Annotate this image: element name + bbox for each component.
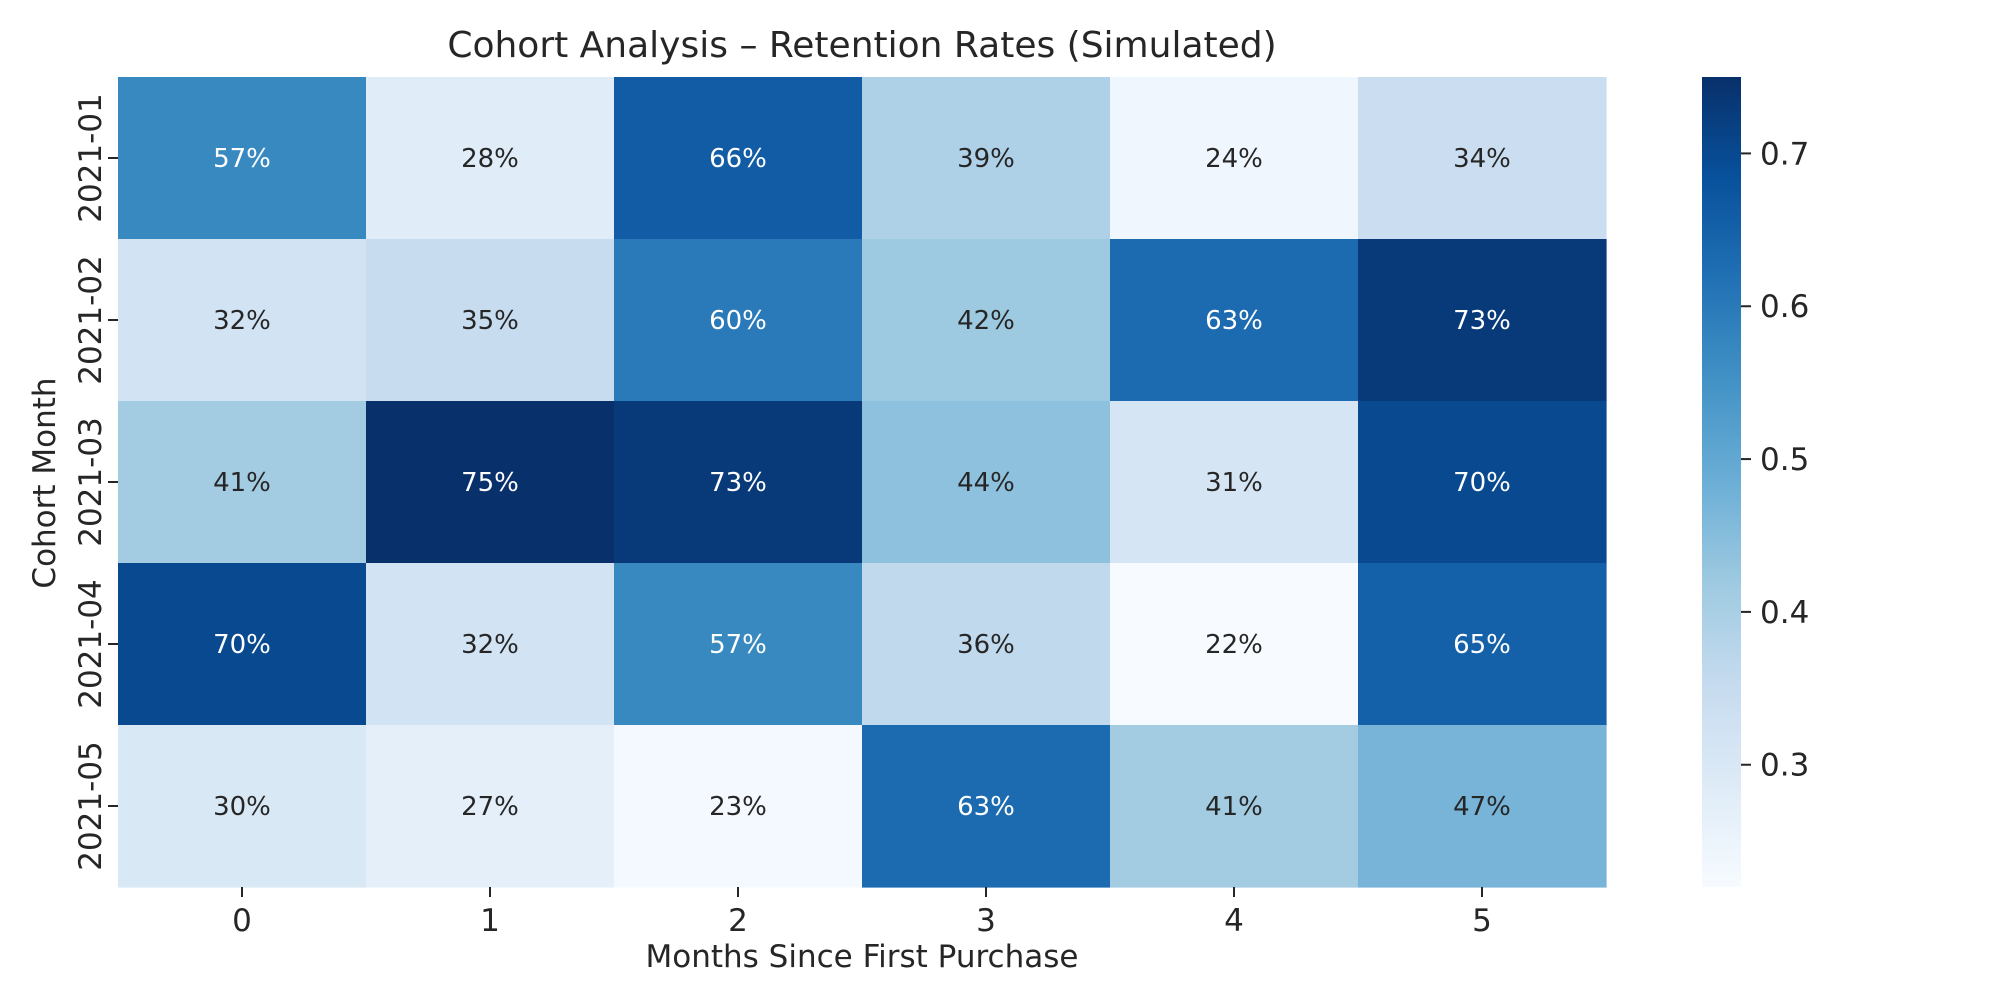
heatmap-cell-r0-c5: [1358, 77, 1607, 240]
heatmap-cell-r2-c3: [862, 401, 1111, 564]
heatmap-cell-r0-c0: [118, 77, 367, 240]
cell-annotation-r2-c1: 75%: [461, 468, 519, 498]
heatmap-cell-r0-c3: [862, 77, 1111, 240]
cell-annotation-r0-c5: 34%: [1453, 144, 1511, 174]
cell-annotation-r2-c0: 41%: [213, 468, 271, 498]
heatmap-cell-r0-c4: [1110, 77, 1359, 240]
cell-annotation-r0-c1: 28%: [461, 144, 519, 174]
cell-annotation-r1-c0: 32%: [213, 306, 271, 336]
x-tick-label-3: 3: [976, 903, 996, 939]
heatmap-cells: [118, 77, 1607, 888]
cell-annotation-r4-c3: 63%: [957, 792, 1015, 822]
y-tick-label-2021-04: 2021-04: [73, 579, 109, 709]
y-tick-label-2021-02: 2021-02: [73, 255, 109, 385]
heatmap-cell-r1-c3: [862, 239, 1111, 402]
cell-annotation-r3-c1: 32%: [461, 630, 519, 660]
cell-annotation-r1-c2: 60%: [709, 306, 767, 336]
heatmap-annotations: 57% 28% 66% 39% 24% 34% 32% 35% 60% 42% 63% 73% 41% 7…: [213, 144, 1511, 822]
cell-annotation-r3-c5: 65%: [1453, 630, 1511, 660]
heatmap-cell-r3-c0: [118, 563, 367, 726]
colorbar-tick-label-0.6: 0.6: [1760, 289, 1809, 325]
x-tick-label-0: 0: [232, 903, 252, 939]
heatmap-cell-r2-c0: [118, 401, 367, 564]
heatmap-cell-r0-c1: [366, 77, 615, 240]
heatmap-cell-r4-c0: [118, 725, 367, 888]
colorbar-tick-label-0.7: 0.7: [1760, 136, 1809, 172]
heatmap-cell-r2-c2: [614, 401, 863, 564]
cell-annotation-r4-c5: 47%: [1453, 792, 1511, 822]
colorbar-tick-label-0.5: 0.5: [1760, 442, 1809, 478]
heatmap-cell-r1-c5: [1358, 239, 1607, 402]
cell-annotation-r2-c5: 70%: [1453, 468, 1511, 498]
cell-annotation-r2-c2: 73%: [709, 468, 767, 498]
cell-annotation-r3-c4: 22%: [1205, 630, 1263, 660]
cell-annotation-r2-c3: 44%: [957, 468, 1015, 498]
colorbar-tick-label-0.3: 0.3: [1760, 748, 1809, 784]
cell-annotation-r0-c2: 66%: [709, 144, 767, 174]
y-tick-label-2021-05: 2021-05: [73, 741, 109, 871]
heatmap-cell-r2-c5: [1358, 401, 1607, 564]
heatmap-cell-r2-c4: [1110, 401, 1359, 564]
cell-annotation-r3-c3: 36%: [957, 630, 1015, 660]
y-axis: 2021-01 2021-02 2021-03 2021-04 2021-05: [73, 93, 118, 871]
heatmap-cell-r0-c2: [614, 77, 863, 240]
cell-annotation-r1-c1: 35%: [461, 306, 519, 336]
x-tick-label-4: 4: [1224, 903, 1244, 939]
heatmap-cell-r3-c2: [614, 563, 863, 726]
heatmap-cell-r3-c4: [1110, 563, 1359, 726]
heatmap-cell-r1-c4: [1110, 239, 1359, 402]
colorbar-tick-label-0.4: 0.4: [1760, 595, 1809, 631]
cell-annotation-r4-c1: 27%: [461, 792, 519, 822]
x-tick-label-1: 1: [480, 903, 500, 939]
heatmap-cell-r4-c5: [1358, 725, 1607, 888]
cell-annotation-r2-c4: 31%: [1205, 468, 1263, 498]
x-axis-title: Months Since First Purchase: [646, 939, 1079, 975]
heatmap-cell-r1-c0: [118, 239, 367, 402]
heatmap-cell-r3-c5: [1358, 563, 1607, 726]
heatmap-cell-r2-c1: [366, 401, 615, 564]
heatmap-cell-r4-c2: [614, 725, 863, 888]
cell-annotation-r0-c0: 57%: [213, 144, 271, 174]
heatmap-cell-r3-c1: [366, 563, 615, 726]
y-tick-label-2021-01: 2021-01: [73, 93, 109, 223]
heatmap-cell-r1-c1: [366, 239, 615, 402]
cell-annotation-r1-c3: 42%: [957, 306, 1015, 336]
heatmap-cell-r4-c1: [366, 725, 615, 888]
chart-title: Cohort Analysis – Retention Rates (Simul…: [447, 25, 1276, 66]
cell-annotation-r1-c4: 63%: [1205, 306, 1263, 336]
colorbar-gradient: [1702, 77, 1741, 887]
heatmap-cell-r1-c2: [614, 239, 863, 402]
cell-annotation-r4-c4: 41%: [1205, 792, 1263, 822]
heatmap-cell-r4-c4: [1110, 725, 1359, 888]
x-tick-label-5: 5: [1472, 903, 1492, 939]
colorbar: 0.3 0.4 0.5 0.6 0.7: [1702, 77, 1809, 887]
cell-annotation-r4-c2: 23%: [709, 792, 767, 822]
heatmap-cell-r3-c3: [862, 563, 1111, 726]
cell-annotation-r1-c5: 73%: [1453, 306, 1511, 336]
heatmap-cell-r4-c3: [862, 725, 1111, 888]
cell-annotation-r0-c4: 24%: [1205, 144, 1263, 174]
x-axis: 0 1 2 3 4 5: [232, 887, 1492, 939]
cell-annotation-r3-c0: 70%: [213, 630, 271, 660]
y-axis-title: Cohort Month: [27, 377, 63, 588]
cell-annotation-r0-c3: 39%: [957, 144, 1015, 174]
x-tick-label-2: 2: [728, 903, 748, 939]
cell-annotation-r3-c2: 57%: [709, 630, 767, 660]
y-tick-label-2021-03: 2021-03: [73, 417, 109, 547]
cell-annotation-r4-c0: 30%: [213, 792, 271, 822]
